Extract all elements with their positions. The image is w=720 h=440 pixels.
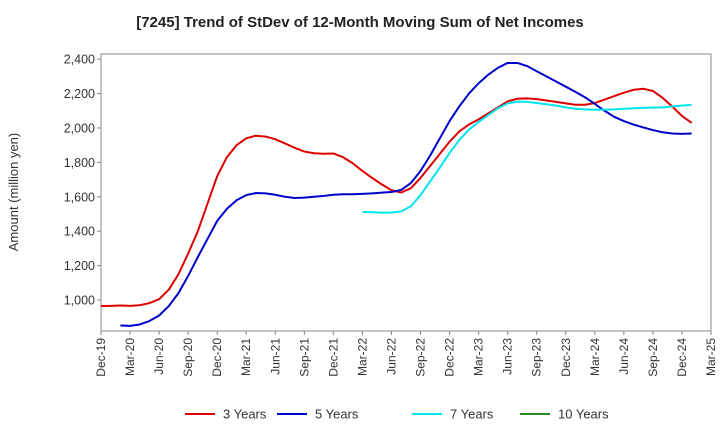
series-layer — [100, 61, 693, 327]
y-axis-label: Amount (million yen) — [6, 133, 21, 252]
series-line-7-years — [362, 100, 692, 214]
legend-label: 3 Years — [223, 407, 267, 422]
y-tick-label: 1,600 — [64, 190, 95, 204]
x-tick-label: Sep-20 — [181, 338, 195, 377]
y-tick-label: 1,800 — [64, 156, 95, 170]
plot-frame — [100, 53, 712, 332]
chart-title: [7245] Trend of StDev of 12-Month Moving… — [136, 14, 584, 31]
legend-label: 5 Years — [315, 407, 359, 422]
y-tick-label: 2,000 — [64, 121, 95, 135]
x-tick-label: Dec-24 — [675, 338, 689, 377]
x-tick-label: Dec-21 — [326, 338, 340, 377]
legend-label: 7 Years — [450, 407, 494, 422]
y-tick-label: 1,000 — [64, 294, 95, 308]
y-tick-label: 2,200 — [64, 87, 95, 101]
series-line-5-years — [120, 61, 692, 327]
x-tick-label: Sep-23 — [530, 338, 544, 377]
x-tick-label: Mar-24 — [588, 338, 602, 376]
y-tick-label: 2,400 — [64, 53, 95, 67]
x-tick-label: Mar-21 — [239, 338, 253, 376]
x-tick-label: Jun-24 — [617, 338, 631, 375]
legend-layer: 3 Years 5 Years 7 Years 10 Years — [185, 407, 609, 422]
x-tick-label: Jun-22 — [384, 338, 398, 375]
x-tick-label: Dec-22 — [443, 338, 457, 377]
x-tick-label: Sep-24 — [646, 338, 660, 377]
x-tick-label: Jun-23 — [501, 338, 515, 375]
x-tick-label: Dec-20 — [210, 338, 224, 377]
axes-layer: 1,000 1,200 1,400 1,600 1,800 2,000 2,200 2,400… — [64, 53, 718, 377]
x-tick-label: Mar-20 — [123, 338, 137, 376]
x-tick-label: Sep-22 — [414, 338, 428, 377]
x-tick-label: Sep-21 — [297, 338, 311, 377]
x-tick-label: Mar-23 — [472, 338, 486, 376]
legend-label: 10 Years — [558, 407, 609, 422]
x-tick-label: Mar-25 — [704, 338, 718, 376]
x-tick-label: Dec-19 — [94, 338, 108, 377]
x-tick-label: Jun-21 — [268, 338, 282, 375]
y-tick-label: 1,200 — [64, 259, 95, 273]
x-tick-label: Mar-22 — [355, 338, 369, 376]
x-tick-label: Jun-20 — [152, 338, 166, 375]
x-tick-label: Dec-23 — [559, 338, 573, 377]
y-tick-label: 1,400 — [64, 225, 95, 239]
